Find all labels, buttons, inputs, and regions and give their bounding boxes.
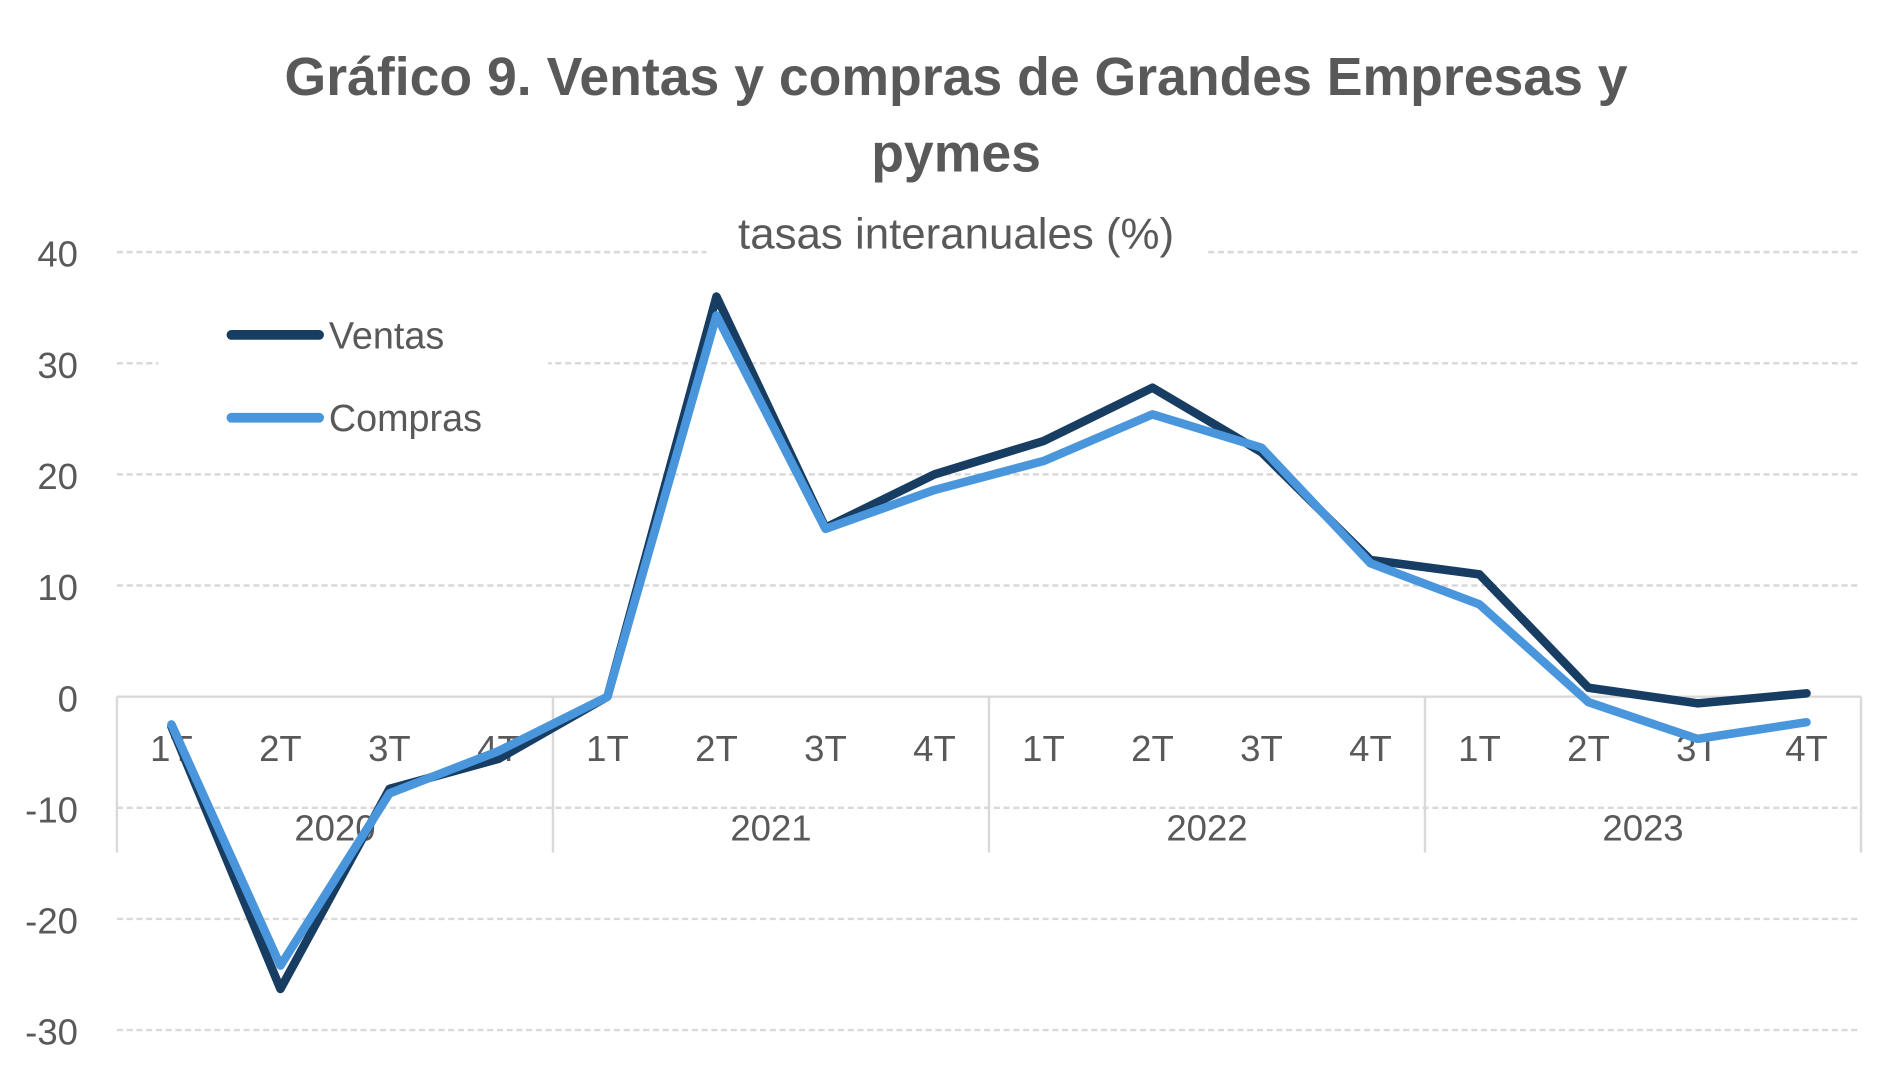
y-tick-label: 10 xyxy=(37,567,78,608)
x-tick-label: 3T xyxy=(1240,728,1283,769)
x-tick-label: 1T xyxy=(1022,728,1065,769)
legend-background xyxy=(158,298,549,457)
chart-title-line-2: pymes xyxy=(871,124,1041,184)
chart-subtitle: tasas interanuales (%) xyxy=(738,209,1174,258)
y-tick-label: 40 xyxy=(37,234,78,275)
y-tick-label: -10 xyxy=(25,789,78,830)
x-tick-label: 2T xyxy=(1131,728,1174,769)
x-tick-label: 3T xyxy=(804,728,847,769)
x-tick-label: 4T xyxy=(913,728,956,769)
y-tick-label: 20 xyxy=(37,456,78,497)
x-tick-label: 2T xyxy=(695,728,738,769)
x-group-label: 2023 xyxy=(1602,807,1683,848)
x-tick-label: 4T xyxy=(1349,728,1392,769)
x-tick-label: 1T xyxy=(586,728,629,769)
subtitle-background xyxy=(706,207,1206,262)
y-tick-label: -20 xyxy=(25,901,78,942)
legend-label: Ventas xyxy=(329,314,444,356)
x-group-label: 2022 xyxy=(1166,807,1247,848)
x-group-label: 2021 xyxy=(730,807,811,848)
x-tick-label: 3T xyxy=(368,728,411,769)
y-tick-label: 0 xyxy=(58,678,78,719)
series-line-compras xyxy=(167,311,1811,970)
x-tick-label: 1T xyxy=(1458,728,1501,769)
x-tick-label: 2T xyxy=(1567,728,1610,769)
chart-title-line-1: Gráfico 9. Ventas y compras de Grandes E… xyxy=(285,47,1628,107)
legend-label: Compras xyxy=(329,397,482,439)
x-tick-label: 4T xyxy=(1785,728,1828,769)
y-tick-label: -30 xyxy=(25,1012,78,1053)
x-tick-label: 2T xyxy=(259,728,302,769)
y-tick-label: 30 xyxy=(37,345,78,386)
